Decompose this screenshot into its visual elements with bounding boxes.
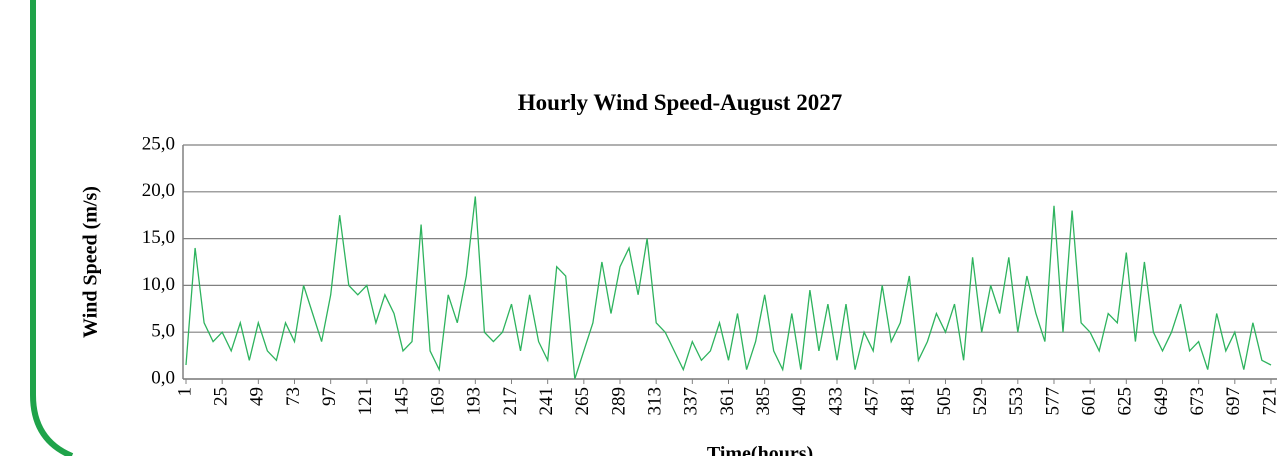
x-tick-label: 337 [681,387,702,416]
x-tick-label: 697 [1223,387,1244,416]
x-tick-label: 49 [247,387,268,406]
x-tick-label: 73 [283,387,304,406]
x-tick-label: 481 [898,387,919,416]
x-tick-label: 673 [1187,387,1208,416]
x-tick-label: 193 [464,387,485,416]
x-tick-label: 433 [825,387,846,416]
x-tick-label: 529 [970,387,991,416]
x-tick-label: 217 [500,387,521,416]
x-tick-label: 121 [355,387,376,416]
x-tick-label: 553 [1006,387,1027,416]
x-tick-label: 361 [717,387,738,416]
x-tick-label: 505 [934,387,955,416]
x-tick-label: 289 [608,387,629,416]
y-tick-label: 5,0 [151,321,175,342]
x-tick-label: 409 [789,387,810,416]
x-axis-title: Time(hours) [707,443,813,456]
y-tick-label: 15,0 [142,227,175,248]
x-tick-label: 265 [572,387,593,416]
x-tick-label: 169 [428,387,449,416]
x-tick-label: 97 [319,387,340,406]
y-tick-label: 0,0 [151,367,175,388]
y-tick-label: 25,0 [142,133,175,154]
x-tick-label: 145 [391,387,412,416]
y-tick-label: 20,0 [142,180,175,201]
x-tick-label: 577 [1042,387,1063,416]
y-tick-label: 10,0 [142,274,175,295]
x-tick-label: 385 [753,387,774,416]
y-axis-title: Wind Speed (m/s) [80,186,102,338]
x-tick-label: 241 [536,387,557,416]
x-tick-label: 601 [1079,387,1100,416]
x-tick-label: 25 [211,387,232,406]
chart-title: Hourly Wind Speed-August 2027 [518,90,842,115]
wind-line [185,196,1272,380]
x-tick-label: 625 [1115,387,1136,416]
x-tick-label: 313 [645,387,666,416]
x-tick-label: 721 [1259,387,1277,416]
x-tick-label: 649 [1151,387,1172,416]
x-tick-label: 1 [174,387,195,397]
x-tick-label: 457 [862,387,883,416]
slide-border [30,0,74,456]
